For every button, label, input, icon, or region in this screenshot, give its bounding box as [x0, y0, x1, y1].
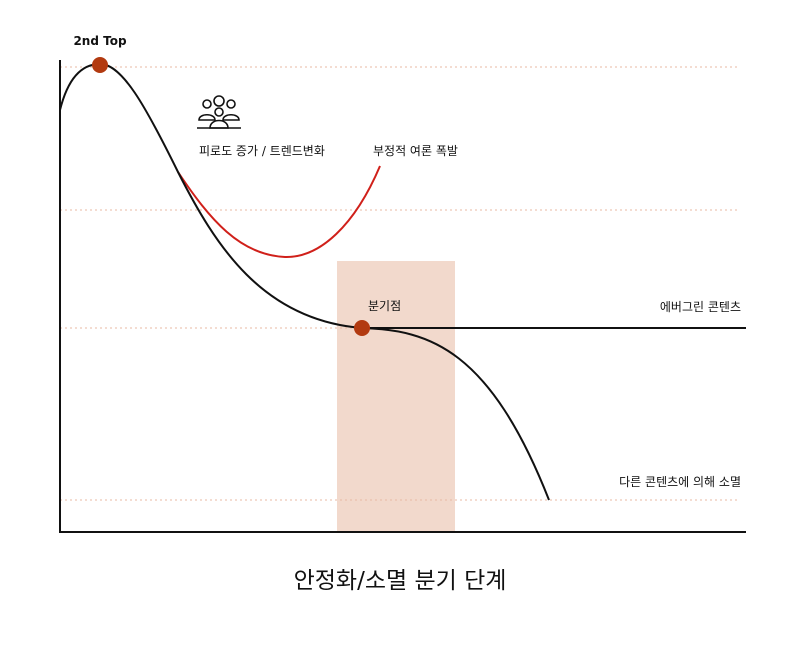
backlash-curve: [177, 165, 381, 259]
branch-point-marker: [354, 320, 370, 336]
branch-zone-band: [337, 261, 455, 532]
extinction-label: 다른 콘텐츠에 의해 소멸: [619, 475, 741, 489]
peak-marker: [92, 57, 108, 73]
diagram-title: 안정화/소멸 분기 단계: [294, 568, 507, 594]
backlash-label: 부정적 여론 폭발: [373, 144, 458, 158]
main-curve: [59, 62, 363, 329]
branch-point-label: 분기점: [368, 299, 401, 313]
evergreen-label: 에버그린 콘텐츠: [660, 300, 741, 314]
extinction-curve: [361, 327, 550, 501]
fatigue-label: 피로도 증가 / 트렌드변화: [199, 144, 325, 158]
peak-label: 2nd Top: [73, 34, 126, 48]
people-group-icon: [197, 95, 241, 129]
